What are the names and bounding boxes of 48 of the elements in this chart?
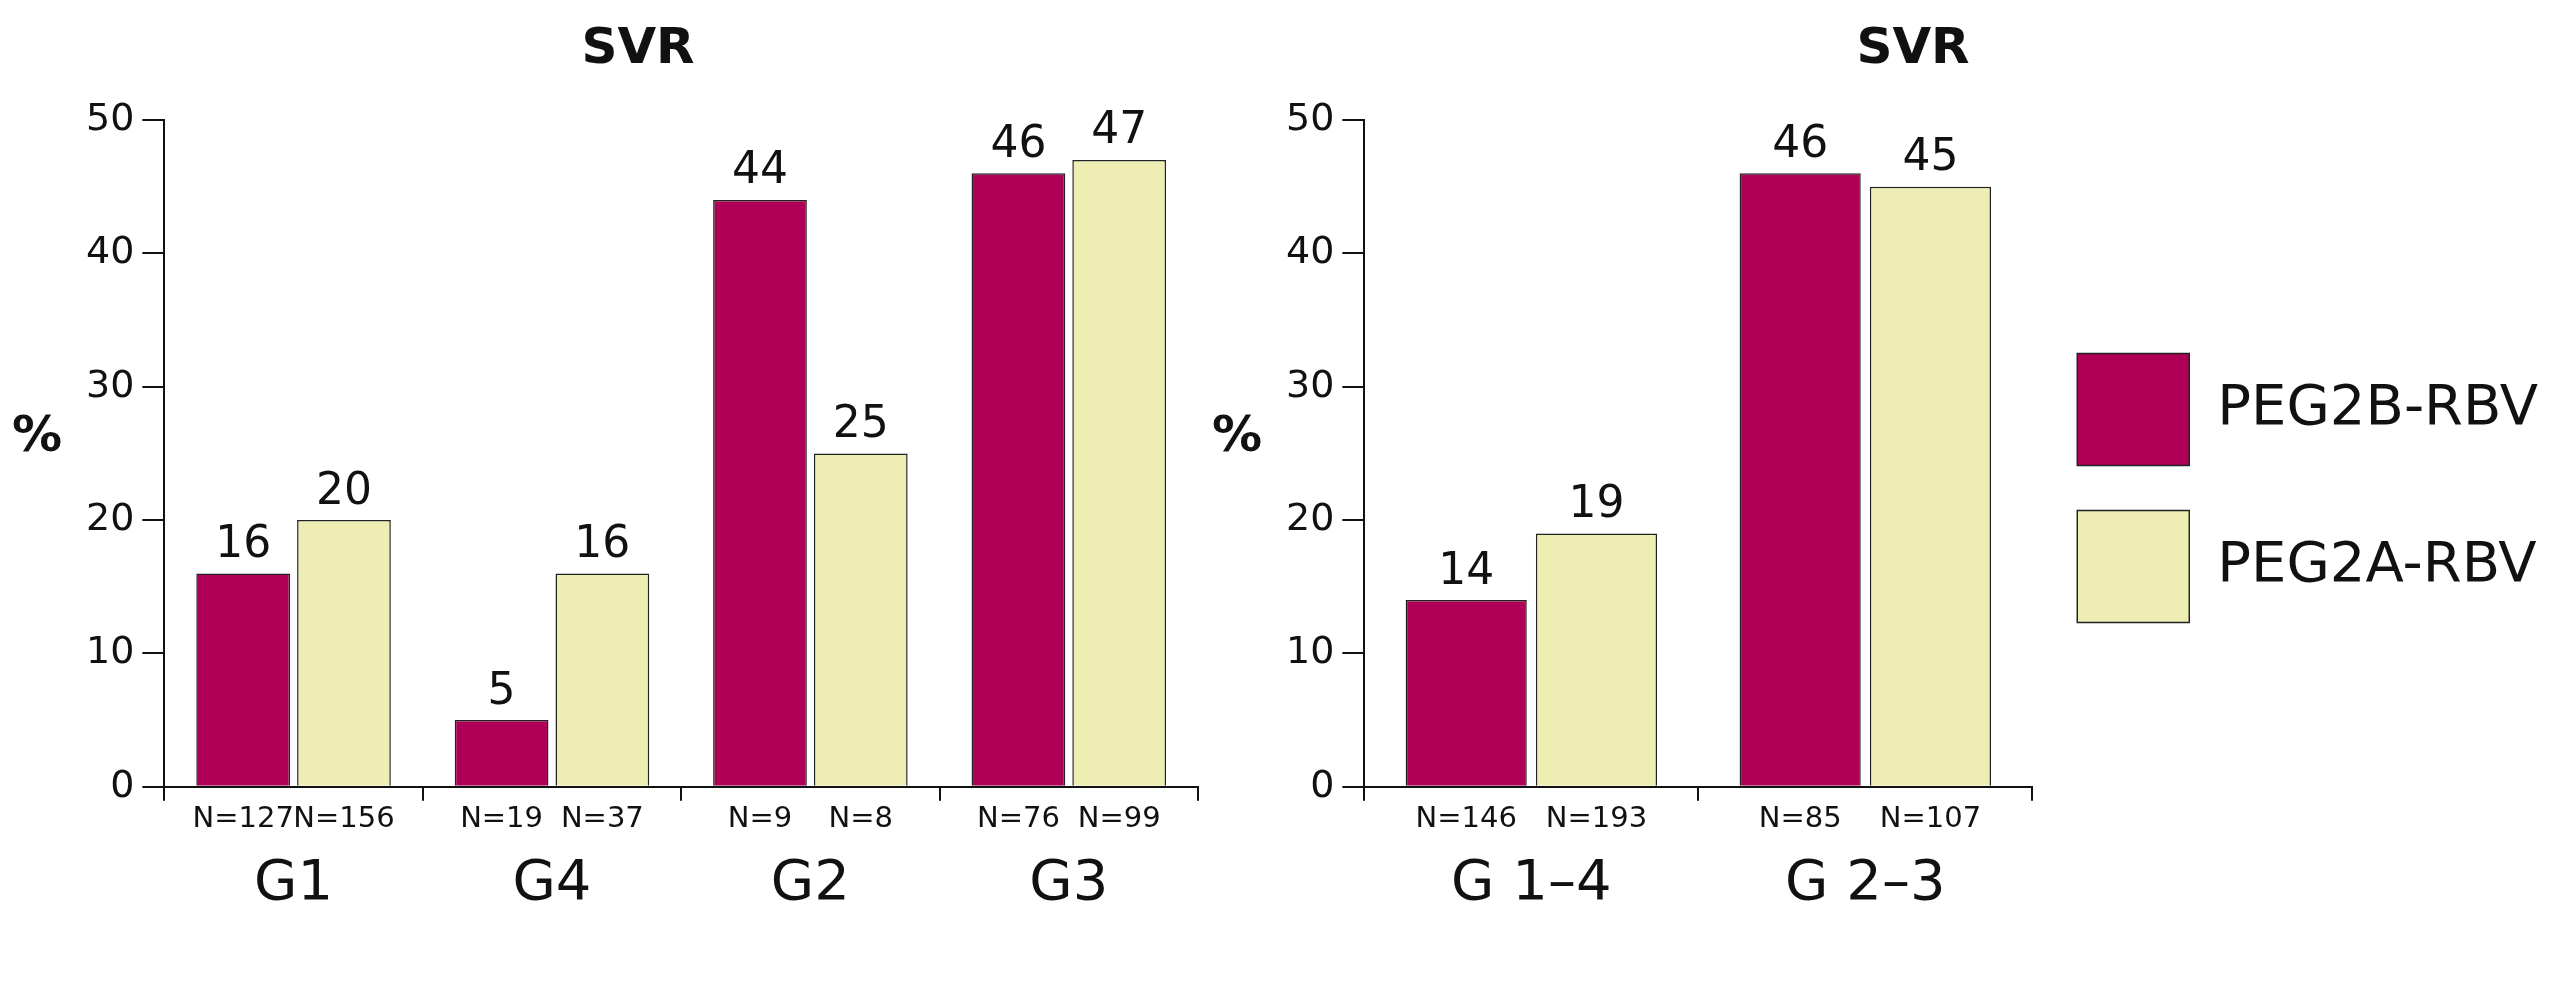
y-axis-title: %: [12, 405, 63, 464]
data-label: 19: [1568, 475, 1625, 527]
data-label: 44: [731, 142, 788, 194]
x-tick-label: G1: [254, 846, 334, 912]
y-tick-label: 20: [85, 494, 135, 539]
x-tick-label: G3: [1029, 846, 1109, 912]
data-label: 14: [1438, 542, 1495, 594]
y-tick-label: 30: [1285, 361, 1335, 406]
y-tick-label: 10: [85, 628, 135, 673]
y-tick-label: 40: [1285, 228, 1335, 273]
y-tick-label: 40: [85, 228, 135, 273]
y-tick-label: 50: [85, 94, 135, 139]
x-tick-label: G2: [770, 846, 850, 912]
data-label: 45: [1902, 129, 1959, 181]
text: N=127: [192, 799, 294, 834]
y-tick-label: 50: [1285, 94, 1335, 139]
text: N=193: [1545, 799, 1648, 834]
x-tick-label: G4: [512, 846, 592, 912]
text: N=156: [293, 799, 395, 834]
y-tick-label: 0: [110, 761, 135, 806]
text: N=9: [727, 799, 793, 834]
data-label: 46: [1772, 115, 1829, 167]
data-label: 20: [315, 462, 372, 514]
data-label: 25: [832, 395, 889, 447]
y-tick-label: 20: [1285, 494, 1335, 539]
data-label: 16: [574, 515, 631, 567]
x-tick-label: G 1–4: [1451, 846, 1612, 912]
y-tick-label: 30: [85, 361, 135, 406]
text: N=107: [1879, 799, 1982, 834]
x-tick-label: G 2–3: [1785, 846, 1946, 912]
text: N=37: [560, 799, 644, 834]
legend-label: PEG2A-RBV: [2217, 529, 2537, 595]
chart-title: SVR: [581, 16, 695, 75]
text: N=8: [828, 799, 893, 834]
text: N=19: [460, 799, 544, 834]
data-label: 47: [1091, 102, 1148, 154]
y-tick-label: 10: [1285, 628, 1335, 673]
y-axis-title: %: [1212, 405, 1263, 464]
legend-label: PEG2B-RBV: [2217, 372, 2538, 438]
text: N=85: [1758, 799, 1842, 834]
text: N=146: [1415, 799, 1517, 834]
y-tick-label: 0: [1310, 761, 1335, 806]
chart-title: SVR: [1856, 16, 1970, 75]
data-label: 5: [487, 662, 516, 714]
data-label: 46: [990, 115, 1047, 167]
text: N=99: [1077, 799, 1161, 834]
text: N=76: [976, 799, 1060, 834]
data-label: 16: [215, 515, 272, 567]
